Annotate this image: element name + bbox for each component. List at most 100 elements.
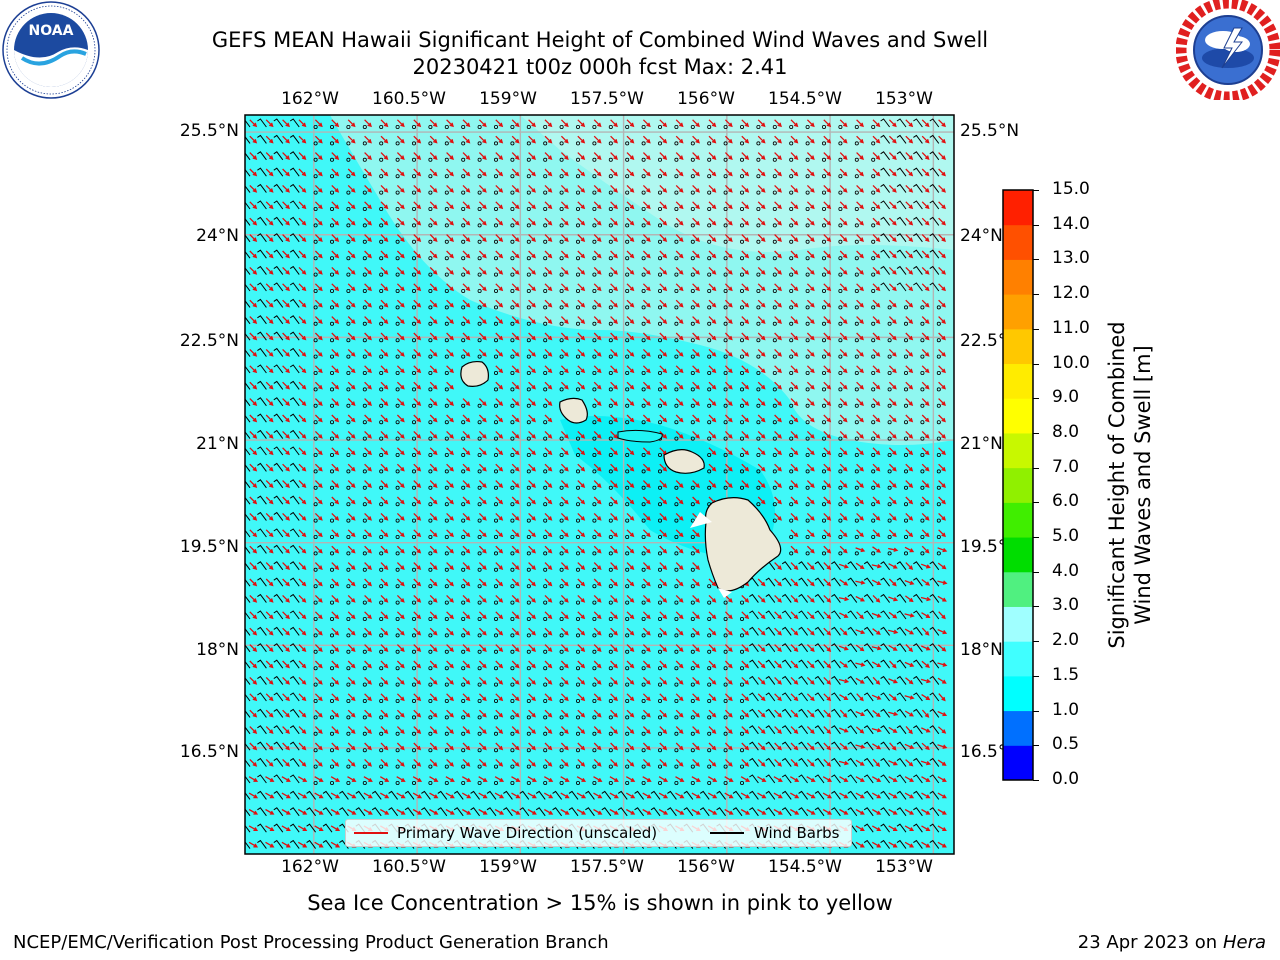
wave-arrow xyxy=(446,332,454,341)
wave-arrow xyxy=(593,266,602,275)
calm-wind-marker xyxy=(658,321,663,326)
wave-arrow xyxy=(347,217,356,226)
wave-arrow xyxy=(610,316,618,324)
wave-arrow xyxy=(593,217,602,226)
calm-wind-marker xyxy=(477,272,482,277)
wave-arrow xyxy=(905,299,914,308)
wave-arrow xyxy=(790,726,799,734)
wave-arrow xyxy=(658,776,669,782)
wave-arrow xyxy=(478,299,487,308)
wave-arrow xyxy=(888,825,898,832)
wave-arrow xyxy=(675,776,685,782)
wave-arrow xyxy=(265,841,275,848)
wave-arrow xyxy=(495,316,504,324)
colorbar-tick-label: 5.0 xyxy=(1052,526,1080,547)
wave-arrow xyxy=(938,266,946,275)
calm-wind-marker xyxy=(346,256,351,261)
wave-arrow xyxy=(757,644,766,652)
wave-arrow xyxy=(806,152,815,160)
wave-arrow xyxy=(806,398,815,406)
wave-arrow xyxy=(347,660,356,669)
wave-arrow xyxy=(872,496,881,505)
wave-arrow xyxy=(692,627,700,636)
calm-wind-marker xyxy=(723,305,728,310)
wave-arrow xyxy=(724,316,733,324)
wind-barb xyxy=(289,167,300,177)
wave-arrow xyxy=(478,660,487,669)
wave-arrow xyxy=(905,677,914,685)
wave-arrow xyxy=(888,119,897,128)
wave-arrow xyxy=(855,744,866,749)
wave-arrow xyxy=(938,332,946,341)
wave-arrow xyxy=(446,234,454,242)
wave-arrow xyxy=(511,627,520,636)
wave-arrow xyxy=(528,644,536,652)
wave-arrow xyxy=(888,496,897,505)
wave-arrow xyxy=(610,594,618,603)
calm-wind-marker xyxy=(329,305,334,310)
wave-arrow xyxy=(429,332,438,341)
wind-barb xyxy=(913,151,923,161)
wave-arrow xyxy=(413,496,422,505)
wave-arrow xyxy=(642,808,652,815)
wave-arrow xyxy=(511,512,520,521)
wave-arrow xyxy=(593,365,602,374)
calm-wind-marker xyxy=(805,305,810,310)
wave-arrow xyxy=(560,529,569,538)
wind-barb xyxy=(913,265,923,275)
calm-wind-marker xyxy=(461,141,466,146)
wave-arrow xyxy=(298,283,307,292)
calm-wind-marker xyxy=(789,157,794,162)
wave-arrow xyxy=(774,184,782,193)
wave-arrow xyxy=(544,512,553,521)
wave-arrow xyxy=(298,217,307,226)
wave-arrow xyxy=(839,463,848,472)
wave-arrow xyxy=(659,168,668,177)
wave-arrow xyxy=(741,430,750,439)
wave-arrow xyxy=(593,496,602,505)
calm-wind-marker xyxy=(707,157,712,162)
wave-arrow xyxy=(446,414,454,423)
wave-arrow xyxy=(282,250,290,259)
wave-arrow xyxy=(905,283,914,292)
wave-arrow xyxy=(659,266,668,275)
wave-arrow xyxy=(626,184,635,193)
calm-wind-marker xyxy=(493,239,498,244)
wave-arrow xyxy=(413,644,422,652)
calm-wind-marker xyxy=(346,288,351,293)
calm-wind-marker xyxy=(379,190,384,195)
wave-arrow xyxy=(790,250,799,259)
wave-arrow xyxy=(511,709,520,718)
calm-wind-marker xyxy=(477,125,482,130)
wave-arrow xyxy=(462,693,471,702)
wave-arrow xyxy=(593,758,602,767)
wave-arrow xyxy=(888,152,897,160)
calm-wind-marker xyxy=(805,256,810,261)
wave-arrow xyxy=(856,217,864,226)
wave-arrow xyxy=(757,365,766,374)
wave-arrow xyxy=(249,430,258,439)
calm-wind-marker xyxy=(854,125,859,130)
wave-arrow xyxy=(265,447,274,456)
wave-arrow xyxy=(658,808,669,815)
calm-wind-marker xyxy=(854,256,859,261)
calm-wind-marker xyxy=(362,125,367,130)
wave-arrow xyxy=(249,447,258,456)
calm-wind-marker xyxy=(444,305,449,310)
wave-arrow xyxy=(642,316,651,324)
wave-arrow xyxy=(528,660,536,669)
calm-wind-marker xyxy=(411,288,416,293)
lat-label-left: 18°N xyxy=(196,640,239,660)
wave-arrow xyxy=(249,496,258,505)
calm-wind-marker xyxy=(329,239,334,244)
calm-wind-marker xyxy=(625,206,630,211)
wave-arrow xyxy=(298,250,307,259)
wave-arrow xyxy=(855,825,865,832)
wave-arrow xyxy=(331,512,340,521)
nws-logo xyxy=(1176,0,1280,100)
wind-barb xyxy=(273,118,284,128)
wave-arrow xyxy=(888,250,897,259)
wave-arrow xyxy=(396,742,405,751)
wave-arrow xyxy=(446,152,454,160)
wave-arrow xyxy=(347,119,356,128)
